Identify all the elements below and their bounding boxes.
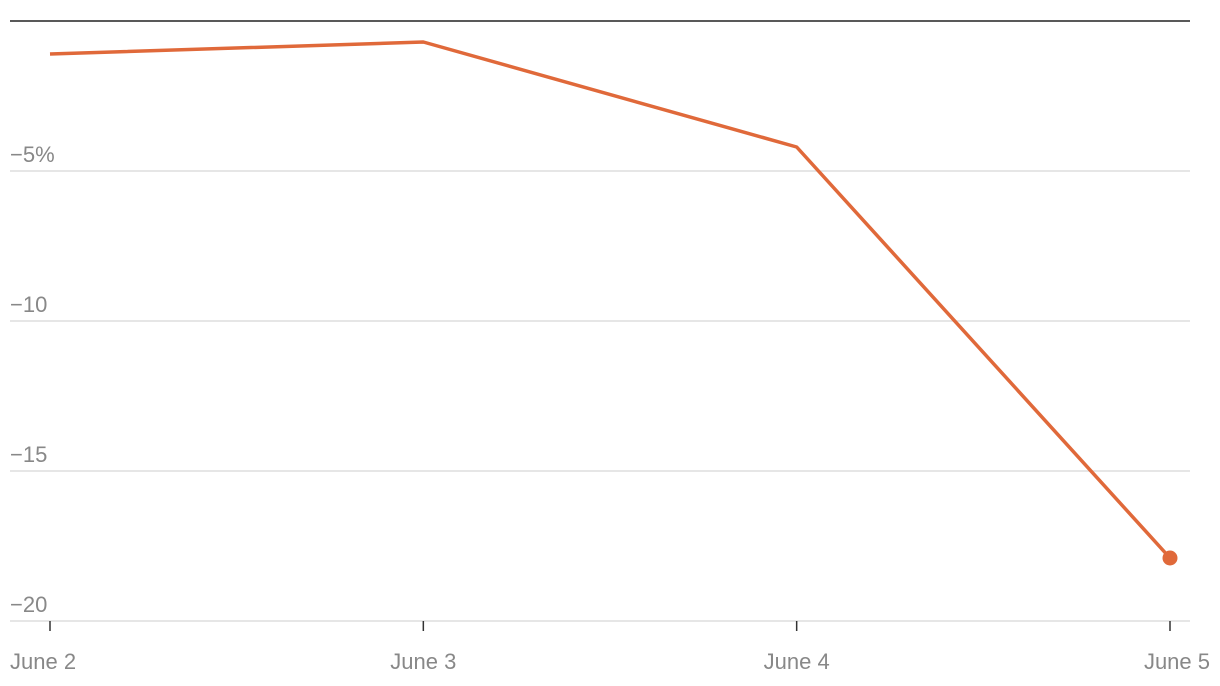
x-tick-label: June 4 xyxy=(764,649,830,674)
y-tick-label: −20 xyxy=(10,592,47,617)
x-tick-label: June 2 xyxy=(10,649,76,674)
y-tick-label: −15 xyxy=(10,442,47,467)
x-tick-label: June 3 xyxy=(390,649,456,674)
y-tick-label: −5% xyxy=(10,142,55,167)
x-tick-label: June 5 xyxy=(1144,649,1210,674)
y-tick-label: −10 xyxy=(10,292,47,317)
end-point xyxy=(1162,550,1178,566)
data-line xyxy=(49,40,1172,560)
